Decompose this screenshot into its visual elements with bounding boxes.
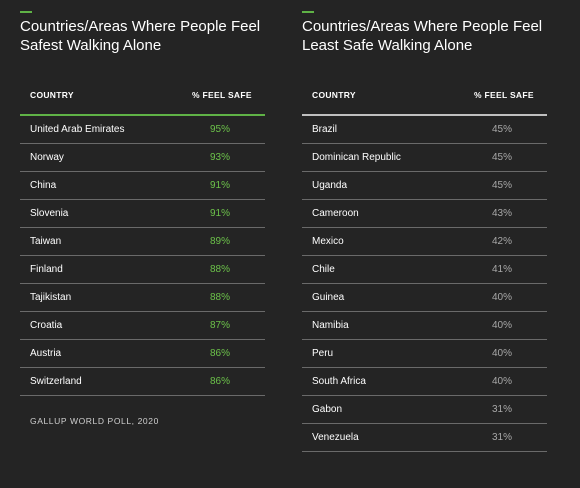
table-row: Uganda 45% (302, 172, 547, 200)
least-safe-header-value: % FEEL SAFE (474, 90, 534, 100)
value-cell: 86% (210, 376, 231, 387)
country-cell: Austria (30, 348, 62, 359)
value-cell: 40% (492, 348, 513, 359)
country-cell: Guinea (312, 292, 345, 303)
country-cell: Uganda (312, 180, 348, 191)
value-cell: 31% (492, 432, 513, 443)
country-cell: Chile (312, 264, 335, 275)
value-cell: 95% (210, 124, 231, 135)
country-cell: China (30, 180, 57, 191)
country-cell: Cameroon (312, 208, 359, 219)
safest-title: Countries/Areas Where People Feel Safest… (20, 18, 261, 54)
country-cell: Switzerland (30, 376, 82, 387)
country-cell: Croatia (30, 320, 63, 331)
country-cell: Taiwan (30, 236, 62, 247)
value-cell: 91% (210, 180, 231, 191)
table-row: United Arab Emirates 95% (20, 116, 265, 144)
country-cell: South Africa (312, 376, 366, 387)
table-row: Switzerland 86% (20, 368, 265, 396)
country-cell: Brazil (312, 124, 338, 135)
value-cell: 43% (492, 208, 513, 219)
value-cell: 93% (210, 152, 231, 163)
value-cell: 45% (492, 124, 513, 135)
table-row: Cameroon 43% (302, 200, 547, 228)
least-safe-title: Countries/Areas Where People Feel Least … (302, 18, 543, 54)
value-cell: 88% (210, 292, 231, 303)
table-row: Croatia 87% (20, 312, 265, 340)
table-row: Austria 86% (20, 340, 265, 368)
country-cell: Slovenia (30, 208, 69, 219)
least-safe-header-rule (302, 114, 547, 116)
safest-rows: United Arab Emirates 95% Norway 93% China 91%… (20, 116, 265, 396)
country-cell: Tajikistan (30, 292, 72, 303)
value-cell: 86% (210, 348, 231, 359)
value-cell: 41% (492, 264, 513, 275)
table-row: Guinea 40% (302, 284, 547, 312)
source-note: GALLUP WORLD POLL, 2020 (30, 416, 159, 426)
country-cell: Namibia (312, 320, 349, 331)
country-cell: Peru (312, 348, 334, 359)
safest-header-rule (20, 114, 265, 116)
table-row: Venezuela 31% (302, 424, 547, 452)
safest-header-value: % FEEL SAFE (192, 90, 252, 100)
table-row: Slovenia 91% (20, 200, 265, 228)
country-cell: Norway (30, 152, 64, 163)
accent-bar (302, 11, 314, 13)
country-cell: United Arab Emirates (30, 124, 125, 135)
country-cell: Finland (30, 264, 63, 275)
table-row: Brazil 45% (302, 116, 547, 144)
value-cell: 42% (492, 236, 513, 247)
value-cell: 87% (210, 320, 231, 331)
value-cell: 40% (492, 376, 513, 387)
accent-bar (20, 11, 32, 13)
table-row: Peru 40% (302, 340, 547, 368)
value-cell: 88% (210, 264, 231, 275)
value-cell: 45% (492, 152, 513, 163)
table-row: Norway 93% (20, 144, 265, 172)
table-row: Gabon 31% (302, 396, 547, 424)
table-row: Namibia 40% (302, 312, 547, 340)
least-safe-rows: Brazil 45% Dominican Republic 45% Uganda 45% C… (302, 116, 547, 452)
country-cell: Dominican Republic (312, 152, 401, 163)
table-row: South Africa 40% (302, 368, 547, 396)
country-cell: Mexico (312, 236, 344, 247)
value-cell: 89% (210, 236, 231, 247)
country-cell: Gabon (312, 404, 343, 415)
least-safe-header-country: COUNTRY (312, 90, 356, 100)
table-row: Taiwan 89% (20, 228, 265, 256)
value-cell: 31% (492, 404, 513, 415)
value-cell: 45% (492, 180, 513, 191)
table-row: Mexico 42% (302, 228, 547, 256)
table-row: Finland 88% (20, 256, 265, 284)
value-cell: 40% (492, 292, 513, 303)
value-cell: 91% (210, 208, 231, 219)
table-row: Chile 41% (302, 256, 547, 284)
country-cell: Venezuela (312, 432, 359, 443)
safest-header-country: COUNTRY (30, 90, 74, 100)
table-row: China 91% (20, 172, 265, 200)
value-cell: 40% (492, 320, 513, 331)
table-row: Dominican Republic 45% (302, 144, 547, 172)
table-row: Tajikistan 88% (20, 284, 265, 312)
